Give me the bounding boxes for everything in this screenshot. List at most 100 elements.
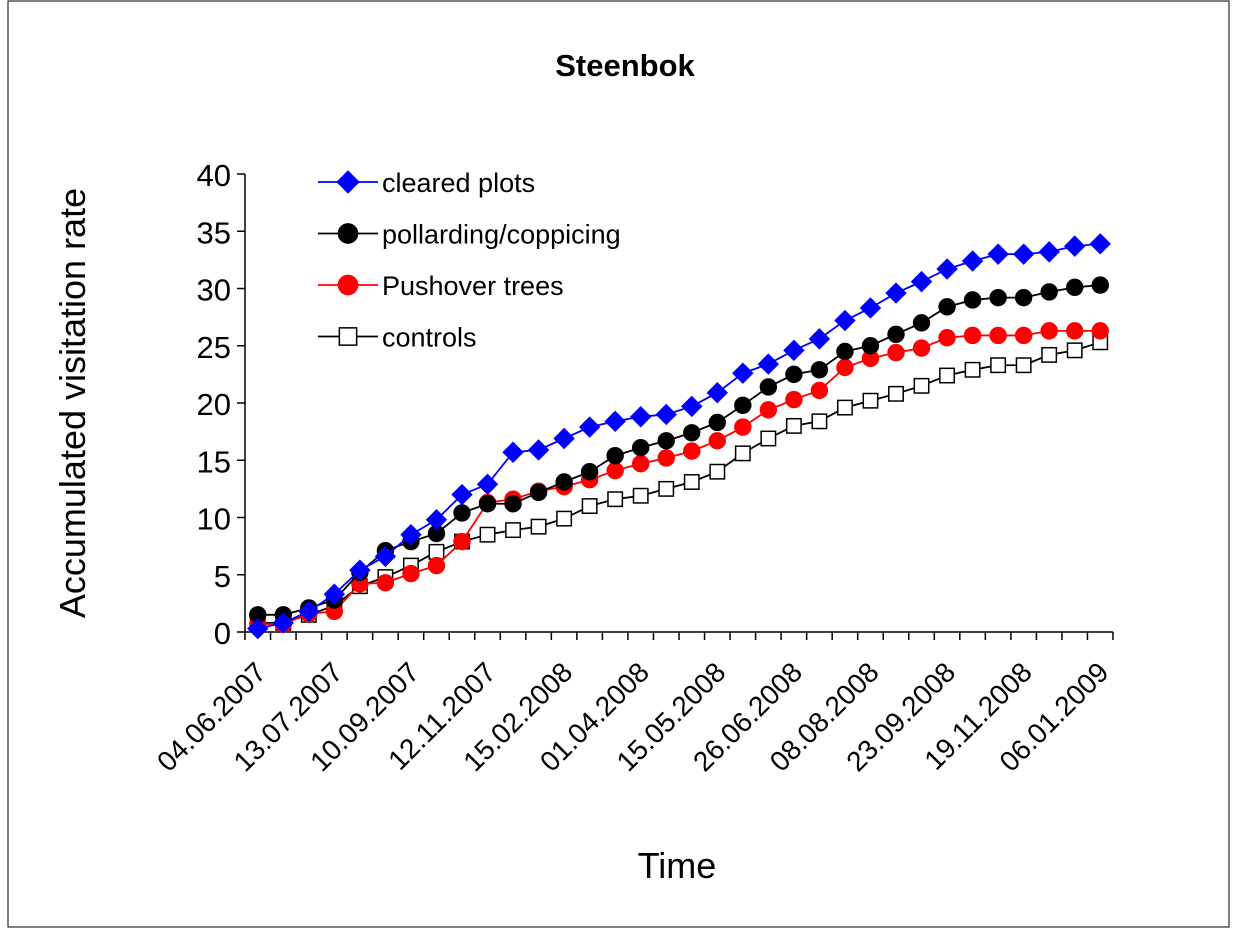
data-point <box>734 418 752 436</box>
data-point <box>578 416 601 438</box>
legend: cleared plots pollarding/coppicing Pushove… <box>318 168 621 353</box>
data-point <box>785 365 803 384</box>
data-point <box>1041 346 1058 363</box>
data-point <box>607 491 624 508</box>
y-tick-label: 10 <box>197 502 231 537</box>
data-point <box>708 413 726 432</box>
legend-label: Pushover trees <box>382 271 564 301</box>
legend-label: cleared plots <box>382 168 535 198</box>
data-point <box>861 337 880 355</box>
data-point <box>1014 288 1033 307</box>
chart-title: Steenbok <box>555 48 695 83</box>
data-point <box>553 427 575 450</box>
data-point <box>658 480 675 497</box>
y-tick-label: 30 <box>197 273 231 308</box>
data-point <box>1091 276 1109 294</box>
data-point <box>732 362 754 384</box>
data-point <box>1089 233 1111 255</box>
data-point <box>939 367 956 384</box>
x-axis-title: Time <box>638 845 717 886</box>
data-point <box>888 385 904 402</box>
data-point <box>604 410 626 433</box>
data-point <box>427 556 446 575</box>
legend-entry: cleared plots <box>318 168 535 198</box>
legend-marker <box>337 274 359 296</box>
data-point <box>760 430 777 447</box>
legend-entry: controls <box>318 323 477 353</box>
data-point <box>1040 322 1058 340</box>
data-point <box>811 413 828 430</box>
data-point <box>581 498 598 515</box>
legend-label: controls <box>382 323 477 353</box>
data-point <box>655 403 677 426</box>
data-point <box>785 417 802 434</box>
y-tick-label: 20 <box>197 387 231 422</box>
data-point <box>683 474 700 490</box>
data-point <box>706 381 729 404</box>
data-point <box>938 298 956 316</box>
data-point <box>810 381 829 400</box>
data-point <box>1066 322 1084 340</box>
data-point <box>912 339 931 357</box>
data-point <box>376 574 395 592</box>
data-point <box>428 543 445 560</box>
data-point <box>530 518 547 535</box>
y-tick-label: 0 <box>214 616 231 651</box>
series-line <box>257 329 1101 625</box>
legend-marker <box>337 223 359 244</box>
data-point <box>683 442 701 460</box>
series-cleared-plots <box>247 233 1111 640</box>
data-point <box>885 282 907 304</box>
legend-label: pollarding/coppicing <box>382 220 621 250</box>
series-line <box>257 341 1101 624</box>
data-point <box>987 243 1009 265</box>
legend-entry: pollarding/coppicing <box>318 220 621 250</box>
data-point <box>862 392 879 409</box>
data-point <box>629 406 652 428</box>
data-point <box>989 288 1007 307</box>
data-point <box>783 339 805 362</box>
data-point <box>734 445 751 462</box>
data-point <box>400 523 422 546</box>
data-point <box>910 270 933 293</box>
data-point <box>887 343 905 362</box>
data-point <box>505 522 522 539</box>
data-point <box>759 401 778 419</box>
data-point <box>759 378 778 396</box>
data-point <box>657 432 675 450</box>
data-point <box>453 532 471 551</box>
data-point <box>808 328 831 350</box>
y-tick-label: 5 <box>214 559 231 594</box>
data-point <box>606 446 624 465</box>
data-point <box>476 473 499 496</box>
data-point <box>632 438 650 457</box>
data-point <box>936 258 958 280</box>
data-point <box>963 326 982 345</box>
data-point <box>632 487 649 504</box>
data-point <box>606 461 624 480</box>
data-point <box>785 390 803 409</box>
data-point <box>681 395 703 418</box>
data-point <box>478 495 497 513</box>
data-point <box>453 504 471 522</box>
y-tick-label: 25 <box>197 330 231 365</box>
data-point <box>810 361 829 379</box>
data-point <box>859 297 882 319</box>
data-point <box>247 617 269 640</box>
data-point <box>1015 357 1032 374</box>
data-point <box>657 449 675 467</box>
data-point <box>836 358 854 377</box>
data-point <box>1066 278 1084 297</box>
data-point <box>836 399 853 416</box>
data-point <box>502 441 524 463</box>
data-point <box>938 329 956 347</box>
data-point <box>323 583 346 605</box>
data-point <box>1091 322 1109 340</box>
data-point <box>683 424 701 442</box>
data-point <box>1038 241 1060 263</box>
data-point <box>1063 235 1086 257</box>
data-point <box>272 612 295 634</box>
data-point <box>374 545 397 568</box>
